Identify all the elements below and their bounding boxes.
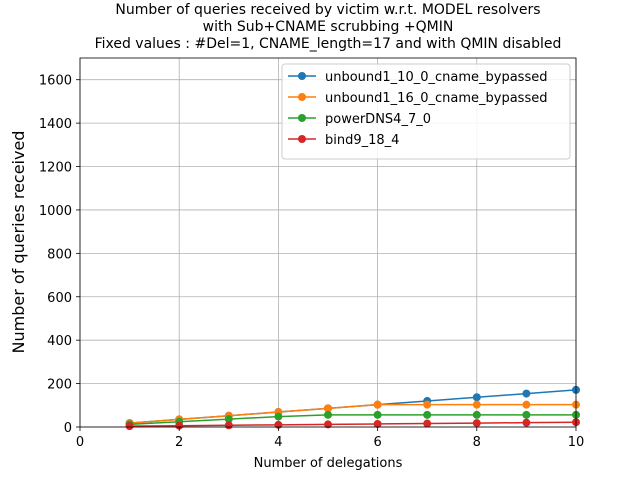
legend-item: unbound1_16_0_cname_bypassed <box>288 91 547 106</box>
data-point <box>324 410 332 419</box>
x-tick-label: 0 <box>76 435 84 450</box>
x-tick-label: 10 <box>568 435 585 450</box>
legend-marker <box>298 72 306 80</box>
data-point <box>324 404 332 413</box>
data-point <box>472 410 481 419</box>
series-line <box>129 421 577 427</box>
y-tick-label: 1600 <box>39 74 72 89</box>
legend-marker <box>298 93 306 101</box>
y-tick-label: 200 <box>47 378 72 393</box>
legend-marker <box>298 114 306 122</box>
data-point <box>423 400 432 409</box>
data-point <box>472 393 481 402</box>
x-axis-label: Number of delegations <box>254 456 403 471</box>
legend-item: bind9_18_4 <box>288 133 399 148</box>
data-point <box>373 419 382 428</box>
title-line-3: Fixed values : #Del=1, CNAME_length=17 a… <box>95 36 562 52</box>
data-point <box>324 420 332 429</box>
legend-label: bind9_18_4 <box>325 133 399 148</box>
y-axis-label: Number of queries received <box>9 131 28 354</box>
data-point <box>423 410 432 419</box>
data-point <box>373 400 382 409</box>
x-tick-label: 4 <box>274 435 282 450</box>
legend-label: powerDNS4_7_0 <box>325 112 431 127</box>
data-point <box>224 415 233 424</box>
y-tick-label: 0 <box>64 421 72 436</box>
data-point <box>522 400 531 409</box>
y-tick-label: 800 <box>47 247 72 262</box>
y-tick-label: 1200 <box>39 161 72 176</box>
title-line-1: Number of queries received by victim w.r… <box>115 2 540 18</box>
data-point <box>423 419 432 428</box>
y-tick-label: 600 <box>47 291 72 306</box>
legend-label: unbound1_16_0_cname_bypassed <box>325 91 547 106</box>
legend: unbound1_10_0_cname_bypassed unbound1_16_… <box>281 63 571 160</box>
series-line <box>129 414 576 426</box>
data-point <box>125 422 134 431</box>
data-point <box>472 419 481 428</box>
legend-box <box>281 63 571 160</box>
data-point <box>373 410 382 419</box>
data-point <box>472 400 481 409</box>
data-point <box>522 410 531 419</box>
chart-title: Number of queries received by victim w.r… <box>95 2 562 52</box>
axis-ticks: 0 2 4 6 8 10 0 200 400 600 800 1000 1200 1400 1600 <box>39 74 584 450</box>
x-tick-label: 6 <box>373 435 381 450</box>
legend-item: powerDNS4_7_0 <box>288 112 431 127</box>
y-tick-label: 1000 <box>39 204 72 219</box>
series-line <box>129 403 576 424</box>
x-tick-label: 2 <box>175 435 183 450</box>
data-point <box>522 389 531 398</box>
legend-label: unbound1_10_0_cname_bypassed <box>325 70 547 85</box>
legend-item: unbound1_10_0_cname_bypassed <box>288 70 547 85</box>
x-tick-label: 8 <box>473 435 481 450</box>
data-point <box>224 421 233 430</box>
legend-marker <box>298 135 306 143</box>
data-point <box>274 412 283 421</box>
y-tick-label: 400 <box>47 334 72 349</box>
title-line-2: with Sub+CNAME scrubbing +QMIN <box>203 19 454 35</box>
y-tick-label: 1400 <box>39 117 72 132</box>
plot-frame <box>79 57 577 428</box>
data-point <box>175 421 184 430</box>
data-point <box>522 418 531 427</box>
